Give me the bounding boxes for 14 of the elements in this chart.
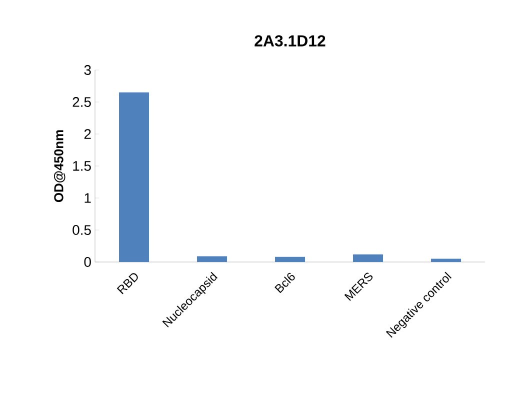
y-tick-label: 0 [84, 257, 91, 267]
y-tick-label: 0.5 [72, 225, 91, 235]
bar [197, 256, 227, 262]
y-axis-title: OD@450nm [54, 130, 66, 202]
y-tick-label: 1.5 [73, 161, 91, 171]
y-tick-label: 2.5 [72, 97, 91, 107]
y-tick-label: 3 [84, 65, 91, 75]
y-tick-label: 2 [84, 129, 91, 139]
chart-title: 2A3.1D12 [254, 35, 326, 46]
bar [353, 254, 383, 262]
bar [275, 256, 305, 262]
bar [119, 92, 149, 262]
y-tick-label: 1 [84, 193, 91, 203]
bar [431, 258, 461, 262]
